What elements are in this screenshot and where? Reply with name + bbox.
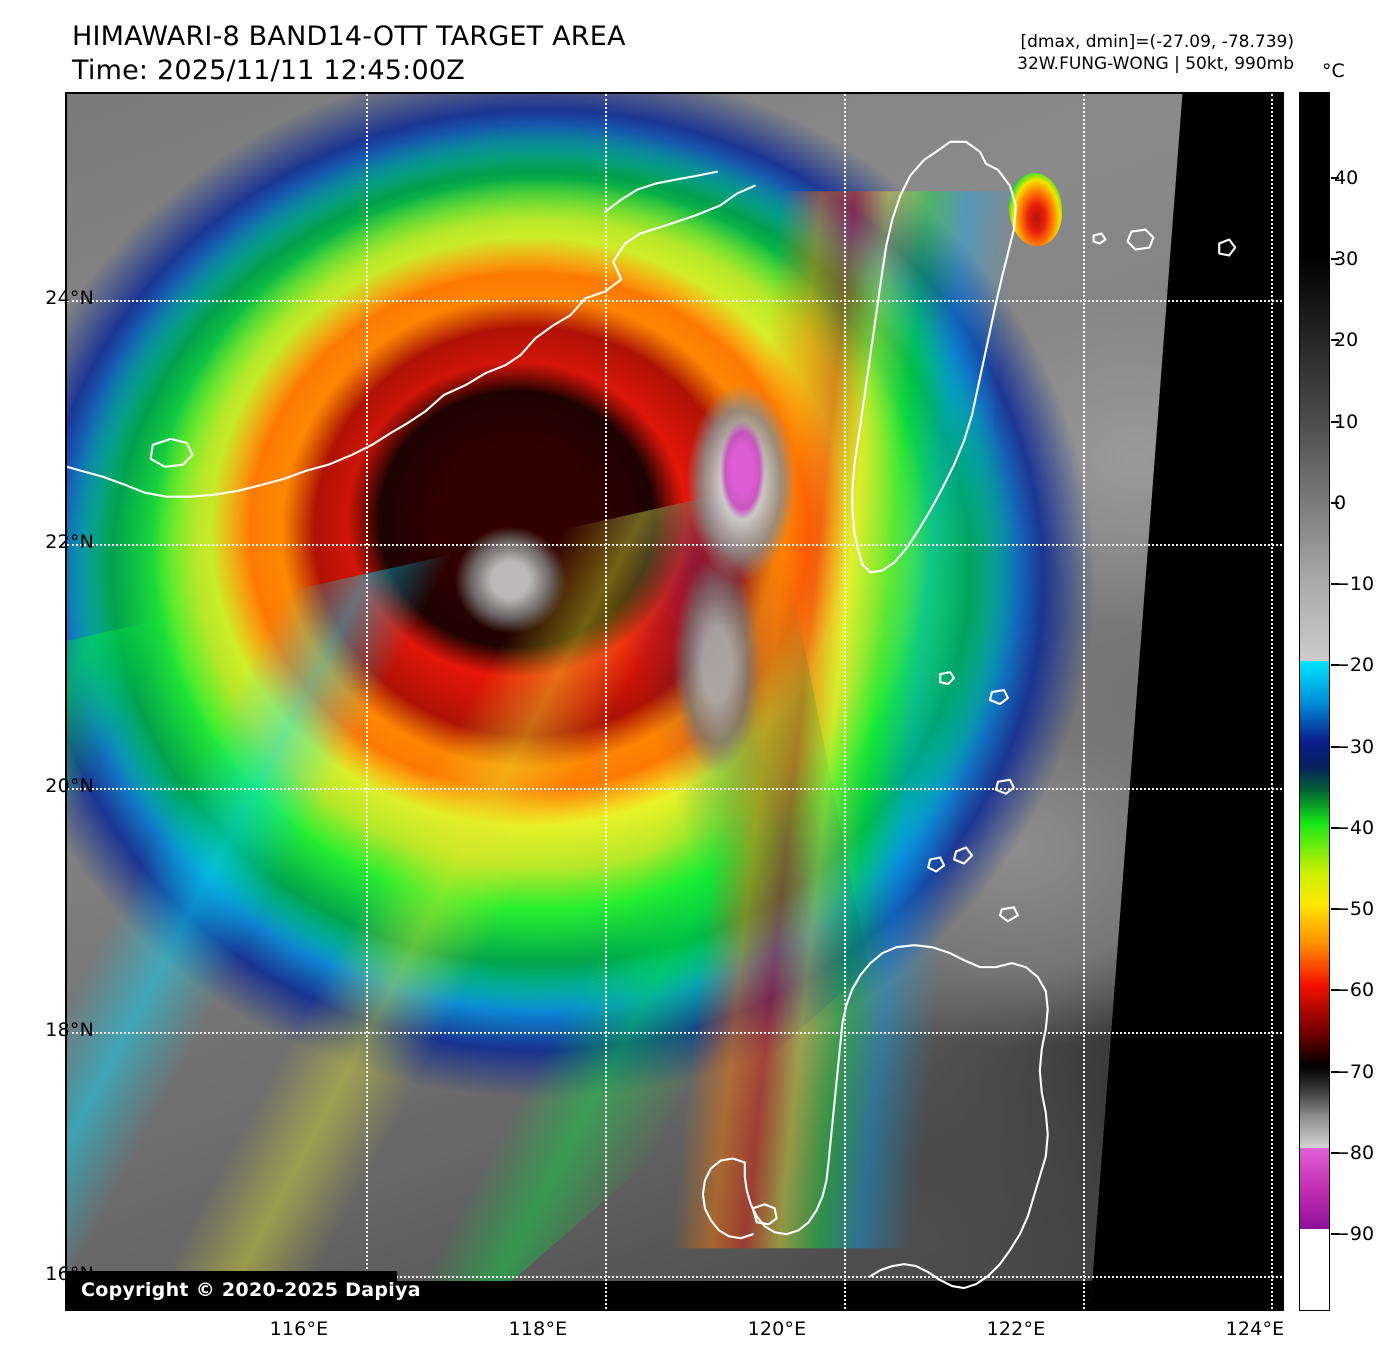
gridline-lon-124	[1271, 94, 1273, 1309]
colorbar-dash-0	[1331, 502, 1339, 504]
dmax-dmin-label: [dmax, dmin]=(-27.09, -78.739)	[1020, 32, 1295, 52]
metadata-block: [dmax, dmin]=(-27.09, -78.739) 32W.FUNG-…	[1017, 31, 1294, 75]
colorbar-dash-30	[1331, 258, 1339, 260]
colorbar-gradient	[1300, 93, 1329, 1310]
colorbar-tick-m20: −20	[1334, 654, 1375, 676]
lon-tick-122e: 122°E	[986, 1318, 1046, 1340]
colorbar-dash-m80	[1331, 1152, 1339, 1154]
colorbar-dash-m90	[1331, 1233, 1339, 1235]
gridline-lat-20	[67, 788, 1282, 790]
lon-tick-116e: 116°E	[269, 1318, 329, 1340]
lon-tick-120e: 120°E	[747, 1318, 807, 1340]
gridline-lon-116	[366, 94, 368, 1309]
colorbar-tick-m40: −40	[1334, 817, 1375, 839]
lon-tick-118e: 118°E	[508, 1318, 568, 1340]
colorbar-tick-0: 0	[1334, 492, 1347, 514]
colorbar-tick-m90: −90	[1334, 1223, 1375, 1245]
lat-tick-24n: 24°N	[45, 287, 94, 309]
gridline-lon-120	[844, 94, 846, 1309]
colorbar-tick-40: 40	[1334, 167, 1359, 189]
gridline-lat-22	[67, 544, 1282, 546]
colorbar-tick-30: 30	[1334, 248, 1359, 270]
colorbar-dash-20	[1331, 339, 1339, 341]
copyright-text: Copyright © 2020-2025 Dapiya	[81, 1279, 421, 1301]
storm-info-label: 32W.FUNG-WONG | 50kt, 990mb	[1017, 54, 1294, 74]
timestamp-label: Time: 2025/11/11 12:45:00Z	[72, 55, 465, 86]
colorbar-dash-m70	[1331, 1071, 1339, 1073]
colorbar-dash-40	[1331, 177, 1339, 179]
lat-tick-18n: 18°N	[45, 1019, 94, 1041]
gridline-lat-24	[67, 300, 1282, 302]
colorbar-tick-m30: −30	[1334, 736, 1375, 758]
lat-tick-20n: 20°N	[45, 775, 94, 797]
colorbar-tick-10: 10	[1334, 411, 1359, 433]
colorbar-dash-m20	[1331, 664, 1339, 666]
lat-tick-16n: 16°N	[45, 1263, 94, 1285]
temperature-colorbar[interactable]	[1299, 92, 1330, 1311]
lat-tick-22n: 22°N	[45, 531, 94, 553]
colorbar-unit-label: °C	[1322, 60, 1345, 82]
colorbar-tick-m60: −60	[1334, 979, 1375, 1001]
colorbar-dash-m60	[1331, 989, 1339, 991]
colorbar-dash-10	[1331, 421, 1339, 423]
colorbar-dash-m40	[1331, 827, 1339, 829]
satellite-scan-area	[67, 94, 1183, 1309]
title-block: HIMAWARI-8 BAND14-OTT TARGET AREA Time: …	[72, 20, 626, 88]
isolated-convective-cell	[1008, 172, 1063, 246]
colorbar-tick-m10: −10	[1334, 573, 1375, 595]
gridline-lat-16	[67, 1276, 1282, 1278]
copyright-band: Copyright © 2020-2025 Dapiya	[67, 1271, 421, 1309]
colorbar-tick-m70: −70	[1334, 1061, 1375, 1083]
page-title: HIMAWARI-8 BAND14-OTT TARGET AREA	[72, 21, 626, 52]
satellite-imagery	[67, 94, 1282, 1309]
colorbar-dash-m10	[1331, 583, 1339, 585]
overshooting-tower-magenta	[67, 94, 1183, 1309]
colorbar-dash-m50	[1331, 908, 1339, 910]
satellite-image-plot[interactable]: Copyright © 2020-2025 Dapiya	[65, 92, 1284, 1311]
colorbar-tick-m50: −50	[1334, 898, 1375, 920]
colorbar-tick-20: 20	[1334, 329, 1359, 351]
colorbar-dash-m30	[1331, 746, 1339, 748]
colorbar-tick-m80: −80	[1334, 1142, 1375, 1164]
gridline-lon-122	[1083, 94, 1085, 1309]
gridline-lon-118	[605, 94, 607, 1309]
gridline-lat-18	[67, 1032, 1282, 1034]
lon-tick-124e: 124°E	[1225, 1318, 1285, 1340]
